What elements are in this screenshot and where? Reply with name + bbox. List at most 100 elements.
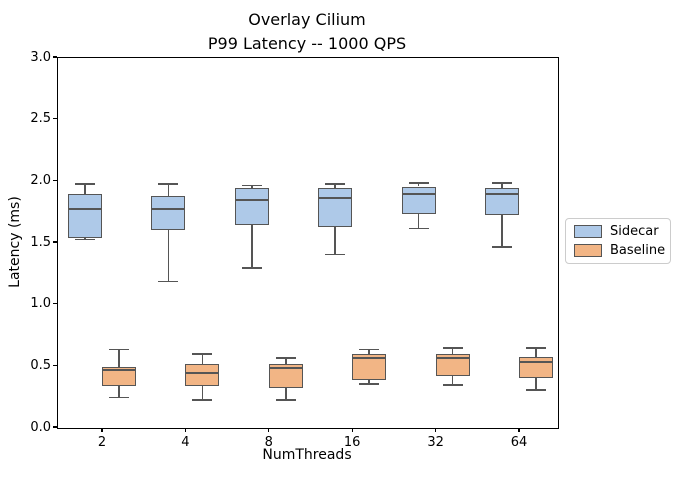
x-tick-mark (435, 428, 437, 432)
y-tick-label: 1.5 (30, 234, 51, 250)
y-tick-mark (53, 179, 57, 181)
y-tick-mark (53, 303, 57, 305)
cap-upper-sidecar-4 (158, 183, 179, 185)
box-sidecar-8 (234, 187, 269, 225)
median-sidecar-4 (151, 207, 186, 210)
cap-upper-sidecar-2 (75, 183, 95, 185)
cap-upper-sidecar-32 (408, 182, 429, 184)
y-tick-label: 0.5 (30, 357, 51, 373)
box-sidecar-4 (151, 196, 186, 230)
y-tick-label: 2.5 (30, 111, 51, 127)
whisker-lower-baseline-32 (451, 376, 454, 386)
cap-upper-baseline-16 (359, 348, 380, 351)
y-tick-mark (53, 56, 57, 58)
whisker-lower-sidecar-4 (167, 229, 170, 282)
whisker-lower-sidecar-8 (251, 224, 253, 268)
x-tick-mark (184, 428, 186, 432)
cap-lower-baseline-16 (359, 383, 380, 385)
whisker-upper-sidecar-32 (417, 182, 420, 187)
median-baseline-8 (268, 366, 303, 369)
legend-swatch-sidecar (574, 225, 602, 238)
cap-upper-sidecar-8 (241, 184, 262, 187)
whisker-upper-baseline-8 (285, 357, 287, 365)
cap-upper-sidecar-16 (325, 183, 346, 185)
box-sidecar-16 (318, 187, 353, 228)
y-tick-mark (53, 364, 57, 366)
whisker-lower-baseline-4 (201, 386, 204, 400)
x-tick-label: 8 (264, 435, 273, 450)
cap-upper-sidecar-64 (492, 182, 512, 184)
x-tick-mark (101, 428, 103, 432)
whisker-upper-sidecar-16 (334, 184, 336, 188)
legend-label: Baseline (610, 243, 666, 258)
x-tick-mark (351, 428, 353, 432)
median-baseline-32 (435, 356, 470, 359)
cap-upper-baseline-8 (275, 357, 296, 359)
cap-upper-baseline-2 (109, 348, 129, 351)
whisker-upper-baseline-16 (368, 349, 370, 355)
median-sidecar-2 (68, 207, 102, 210)
whisker-upper-sidecar-8 (251, 185, 253, 188)
cap-lower-baseline-64 (526, 389, 546, 391)
cap-lower-sidecar-32 (408, 227, 429, 230)
y-tick-label: 1.0 (30, 296, 51, 312)
whisker-lower-sidecar-64 (501, 214, 503, 247)
whisker-upper-baseline-64 (535, 348, 537, 357)
x-axis-label: NumThreads (262, 447, 352, 463)
x-tick-mark (518, 428, 520, 432)
x-tick-mark (268, 428, 270, 432)
y-tick-label: 0.0 (30, 419, 51, 435)
y-tick-label: 2.0 (30, 172, 51, 188)
box-sidecar-32 (401, 186, 436, 214)
box-baseline-32 (435, 354, 470, 377)
cap-lower-sidecar-4 (158, 280, 179, 283)
y-tick-mark (53, 118, 57, 120)
whisker-lower-baseline-8 (285, 387, 287, 400)
whisker-upper-baseline-2 (118, 349, 120, 367)
whisker-upper-baseline-32 (451, 348, 454, 355)
x-tick-label: 4 (181, 435, 190, 450)
box-sidecar-2 (68, 193, 102, 239)
cap-lower-sidecar-16 (325, 253, 346, 256)
whisker-upper-sidecar-64 (501, 182, 503, 188)
median-baseline-2 (102, 369, 136, 372)
whisker-lower-baseline-16 (368, 380, 370, 384)
cap-lower-baseline-8 (275, 399, 296, 401)
cap-lower-baseline-4 (192, 399, 213, 401)
cap-lower-sidecar-64 (492, 246, 512, 248)
whisker-upper-sidecar-4 (167, 184, 170, 197)
cap-lower-sidecar-8 (241, 267, 262, 269)
x-tick-label: 2 (97, 435, 107, 450)
whisker-lower-sidecar-16 (334, 227, 336, 255)
y-tick-label: 3.0 (30, 49, 51, 65)
whisker-lower-baseline-64 (535, 377, 537, 390)
legend: Sidecar Baseline (565, 218, 671, 264)
cap-lower-sidecar-2 (75, 238, 95, 241)
median-sidecar-16 (318, 196, 353, 199)
median-sidecar-8 (234, 199, 269, 202)
median-baseline-4 (185, 371, 220, 374)
median-sidecar-64 (485, 192, 519, 195)
box-sidecar-64 (485, 187, 519, 215)
box-baseline-2 (102, 366, 136, 387)
legend-swatch-baseline (574, 244, 602, 257)
legend-entry-sidecar: Sidecar (566, 224, 670, 239)
chart-title-line1: Overlay Cilium (248, 10, 366, 29)
median-baseline-64 (519, 360, 553, 363)
x-tick-label: 32 (427, 435, 444, 450)
cap-upper-baseline-32 (442, 347, 463, 349)
legend-label: Sidecar (610, 224, 659, 239)
y-tick-mark (53, 241, 57, 243)
whisker-lower-sidecar-32 (417, 213, 420, 229)
whisker-upper-baseline-4 (201, 354, 204, 365)
cap-upper-baseline-64 (526, 347, 546, 349)
chart-title: Overlay Cilium P99 Latency -- 1000 QPS (57, 8, 557, 56)
cap-lower-baseline-32 (442, 384, 463, 386)
whisker-lower-baseline-2 (118, 386, 120, 398)
median-baseline-16 (352, 356, 387, 359)
cap-lower-baseline-2 (109, 396, 129, 399)
x-tick-label: 64 (510, 435, 528, 450)
cap-upper-baseline-4 (192, 353, 213, 355)
y-tick-mark (53, 426, 57, 428)
